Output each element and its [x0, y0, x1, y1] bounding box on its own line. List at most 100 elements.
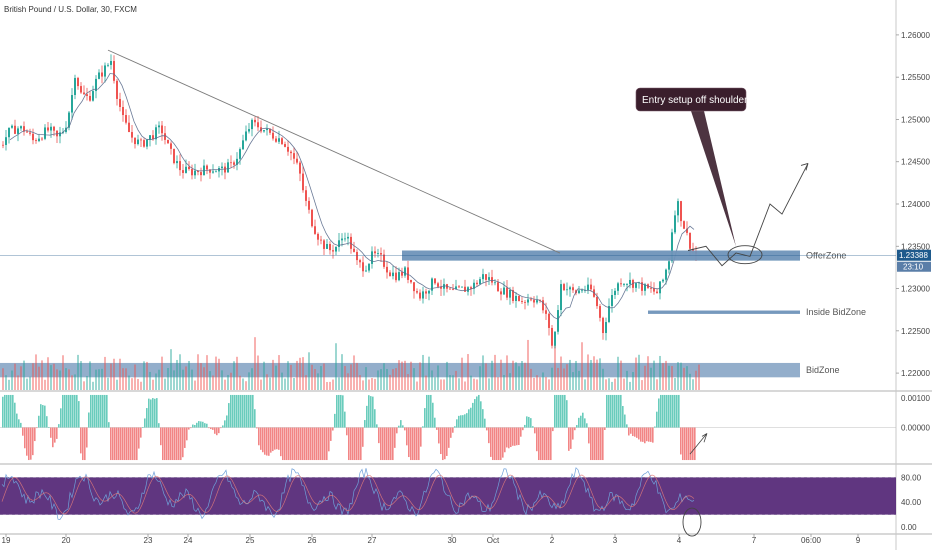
volume-bar: [125, 368, 127, 390]
candle-body: [479, 279, 481, 285]
oscillator-bar: [182, 427, 184, 458]
volume-bar: [479, 366, 481, 390]
candle-body: [623, 284, 625, 285]
oscillator-bar: [616, 394, 618, 428]
volume-bar: [488, 378, 490, 390]
volume-bar: [185, 366, 187, 390]
volume-bar: [308, 352, 310, 390]
oscillator-bar: [540, 427, 542, 461]
candle-body: [461, 286, 463, 288]
oscillator-bar: [42, 405, 44, 428]
oscillator-bar: [260, 427, 262, 450]
oscillator-bar: [506, 427, 508, 448]
volume-bar: [290, 364, 292, 390]
oscillator-bar: [356, 427, 358, 461]
candle-body: [251, 119, 253, 130]
candle-body: [194, 170, 196, 176]
candle-body: [263, 130, 265, 132]
candle-body: [572, 287, 574, 291]
volume-bar: [623, 378, 625, 390]
oscillator-bar: [390, 427, 392, 461]
oscillator-bar: [592, 427, 594, 461]
oscillator-bar: [368, 395, 370, 428]
candle-body: [659, 281, 661, 294]
oscillator-bar: [448, 427, 450, 448]
oscillator-bar: [486, 427, 488, 431]
candle-body: [407, 267, 409, 280]
oscillator-bar: [74, 394, 76, 428]
volume-bar: [599, 358, 601, 390]
oscillator-bar: [670, 394, 672, 428]
oscillator-bar: [250, 394, 252, 428]
oscillator-bar: [600, 427, 602, 461]
volume-bar: [602, 368, 604, 390]
candle-body: [233, 162, 235, 165]
oscillator-bar: [458, 415, 460, 428]
volume-bar: [278, 355, 280, 390]
oscillator-bar: [644, 427, 646, 444]
volume-bar: [482, 355, 484, 390]
oscillator-bar: [284, 427, 286, 461]
oscillator-bar: [224, 420, 226, 428]
volume-bar: [140, 381, 142, 390]
time-tick-label: 19: [2, 536, 11, 545]
zone-label-2: BidZone: [806, 365, 840, 375]
oscillator-bar: [552, 427, 554, 432]
oscillator-bar: [516, 427, 518, 446]
oscillator-bar: [532, 426, 534, 428]
oscillator-bar: [582, 412, 584, 428]
oscillator-bar: [86, 427, 88, 448]
oscillator-bar: [386, 427, 388, 461]
time-tick-label: 23: [144, 536, 153, 545]
candle-body: [191, 169, 193, 176]
oscillator-bar: [624, 414, 626, 428]
candle-body: [170, 143, 172, 149]
candle-body: [119, 98, 121, 107]
candle-body: [665, 269, 667, 280]
oscillator-bar: [180, 427, 182, 461]
oscillator-bar: [406, 427, 408, 446]
oscillator-bar: [290, 427, 292, 461]
candle-body: [491, 277, 493, 283]
candle-body: [200, 172, 202, 176]
axis-layer: 1.23388 23:10 1.26000 1.25500 1.25000 1.24500…: [2, 31, 931, 545]
volume-bar: [548, 379, 550, 390]
volume-bar: [428, 356, 430, 390]
oscillator-bar: [320, 427, 322, 461]
oscillator-bar: [694, 427, 696, 461]
oscillator-bar: [2, 396, 4, 428]
volume-bar: [416, 381, 418, 390]
candle-body: [503, 287, 505, 295]
candle-body: [554, 331, 556, 346]
volume-bar: [533, 377, 535, 390]
oscillator-bar: [158, 423, 160, 428]
candle-body: [611, 295, 613, 306]
candle-body: [425, 291, 427, 294]
oscillator-bar: [36, 427, 38, 429]
candle-body: [224, 166, 226, 173]
oscillator-bar: [690, 427, 692, 461]
volume-bar: [206, 355, 208, 390]
volume-bar: [434, 377, 436, 390]
volume-bar: [158, 369, 160, 390]
candle-body: [206, 165, 208, 170]
oscillator-bar: [248, 394, 250, 428]
oscillator-bar: [528, 416, 530, 428]
candle-body: [83, 92, 85, 95]
oscillator-bar: [518, 427, 520, 445]
oscillator-bar: [398, 425, 400, 428]
candle-body: [629, 279, 631, 285]
candle-body: [155, 127, 157, 140]
volume-bar: [413, 368, 415, 390]
price-tick-label: 1.25500: [901, 73, 930, 82]
candle-body: [467, 287, 469, 292]
candle-body: [335, 246, 337, 252]
volume-bar: [287, 361, 289, 390]
candle-body: [146, 139, 148, 147]
oscillator-bar: [162, 427, 164, 461]
oscillator-bar: [194, 424, 196, 428]
oscillator-bar: [28, 427, 30, 461]
candle-body: [269, 128, 271, 133]
volume-bar: [446, 361, 448, 390]
